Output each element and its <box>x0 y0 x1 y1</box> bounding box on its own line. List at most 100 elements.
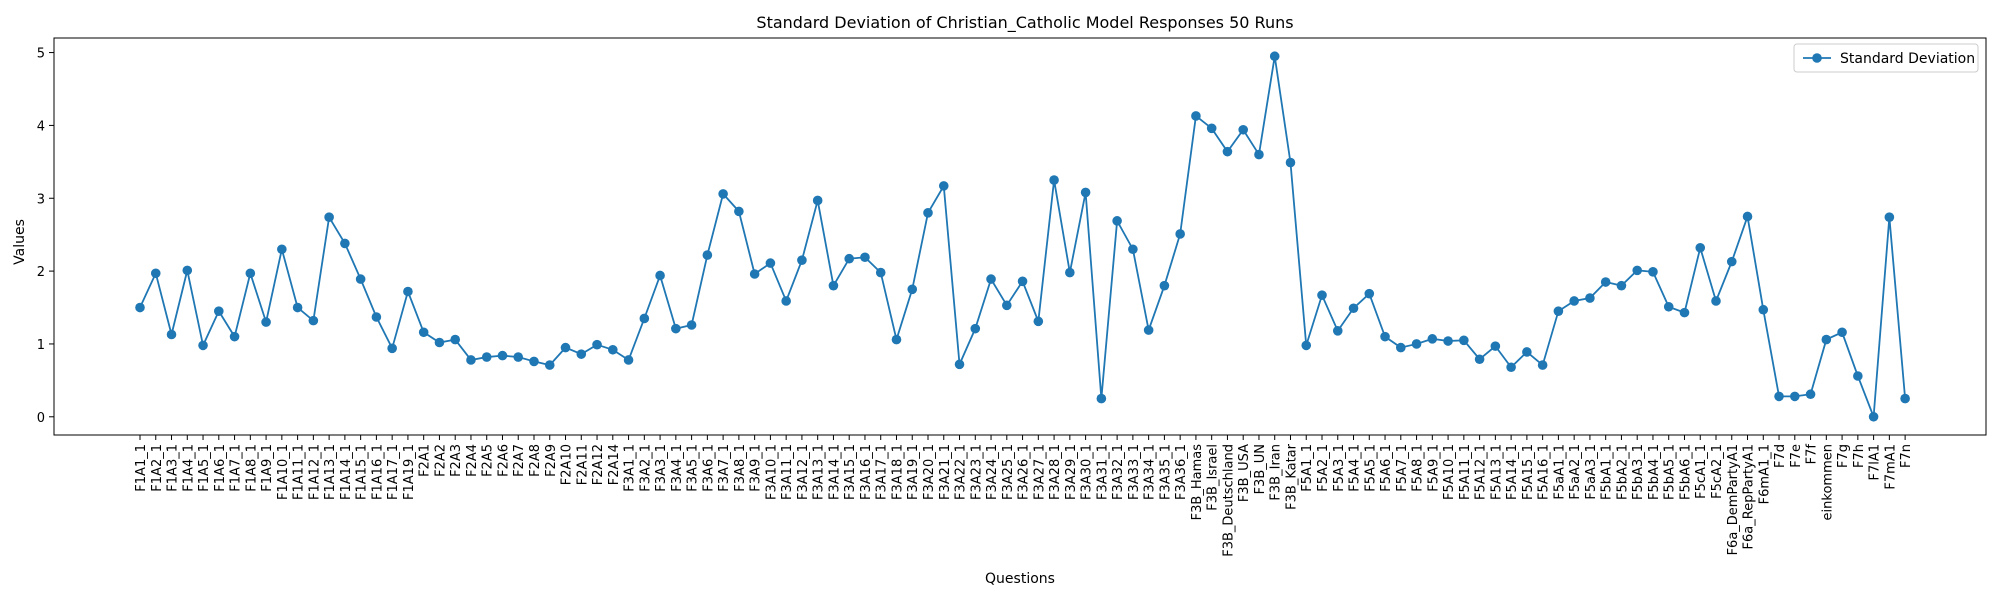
x-tick-label: F3A8_1 <box>733 444 748 492</box>
data-point <box>1459 335 1469 346</box>
x-tick-label: F6a_DemPartyA1 <box>1726 444 1741 555</box>
x-tick-label: F7e <box>1789 444 1804 468</box>
x-tick-label: F2A2 <box>433 444 448 477</box>
data-point <box>986 274 996 284</box>
data-point <box>245 268 256 279</box>
x-tick-label: F2A12 <box>591 444 606 485</box>
data-point <box>1522 347 1532 357</box>
x-tick-label: F7d <box>1773 444 1788 468</box>
x-tick-label: F2A6 <box>496 444 511 477</box>
x-axis: F1A1_1 F1A2_1 F1A3_1 F1A4_1 F1A5_1 F1A6_1 F1A7… <box>134 435 1914 557</box>
data-point <box>1537 360 1548 370</box>
x-axis-label: Questions <box>985 571 1055 587</box>
x-tick-label: F1A19_1 <box>402 444 417 500</box>
data-point <box>844 253 854 264</box>
data-point <box>1774 391 1784 402</box>
y-axis: 0 1 2 3 4 5 <box>37 47 54 426</box>
x-tick-label: F1A9_1 <box>260 444 275 492</box>
x-tick-label: F3B_Iran <box>1269 444 1284 501</box>
data-point <box>1868 411 1879 422</box>
legend-box <box>1793 43 1979 73</box>
data-point <box>1254 149 1264 160</box>
x-tick-label: F3A5_1 <box>686 444 701 492</box>
data-point <box>513 352 524 362</box>
data-point <box>466 355 476 365</box>
data-point <box>150 268 161 279</box>
data-point <box>655 270 665 281</box>
data-point <box>481 352 492 362</box>
x-tick-label: F1A15_1 <box>355 444 370 500</box>
series-line <box>139 56 1907 418</box>
y-tick-label: 2 <box>37 265 45 280</box>
data-point <box>1080 187 1091 198</box>
x-tick-label: F1A5_1 <box>197 444 212 492</box>
x-tick-label: F1A17_1 <box>386 444 401 500</box>
x-tick-label: F2A1 <box>418 444 433 477</box>
data-point <box>1017 276 1028 287</box>
x-tick-label: F3A35_1 <box>1158 444 1173 500</box>
x-tick-label: F5A5_1 <box>1363 444 1378 492</box>
data-point <box>1332 326 1343 336</box>
y-tick-label: 4 <box>37 119 45 134</box>
data-point <box>1301 340 1312 351</box>
x-tick-label: F5cA1_1 <box>1694 444 1709 499</box>
x-tick-label: F1A3_1 <box>166 444 181 492</box>
data-point <box>1742 211 1753 222</box>
x-tick-label: F3A20_1 <box>922 444 937 500</box>
x-tick-label: F5bA1_1 <box>1600 444 1615 500</box>
x-tick-label: F3A28_1 <box>1048 444 1063 500</box>
data-point <box>1695 242 1706 253</box>
y-tick-label: 0 <box>37 411 45 426</box>
x-tick-label: F2A14 <box>607 444 622 485</box>
data-point <box>1380 331 1390 342</box>
data-point <box>182 265 193 276</box>
x-tick-label: F3B_UN <box>1253 444 1268 494</box>
data-point <box>749 269 760 279</box>
data-point <box>1900 393 1910 404</box>
x-tick-label: F3A21_1 <box>938 444 953 500</box>
x-tick-label: F3A29_1 <box>1064 444 1079 500</box>
x-tick-label: F3A27_1 <box>1032 444 1047 500</box>
data-point <box>797 255 807 265</box>
x-tick-label: F3A25_1 <box>1001 444 1016 500</box>
data-point <box>592 339 602 350</box>
x-tick-label: F6mA1_1 <box>1757 444 1772 504</box>
data-point <box>686 320 697 330</box>
x-tick-label: F5A3_1 <box>1332 444 1347 492</box>
data-point <box>1884 212 1895 222</box>
x-tick-label: F2A8 <box>528 444 543 477</box>
data-point <box>1033 316 1044 327</box>
x-tick-label: F5A13_1 <box>1489 444 1504 500</box>
x-tick-label: F5aA3_1 <box>1584 444 1599 500</box>
data-point <box>418 327 429 338</box>
data-point <box>1679 307 1690 318</box>
x-tick-label: F1A4_1 <box>181 444 196 492</box>
data-point <box>340 238 350 249</box>
x-tick-label: F3A23_1 <box>969 444 984 500</box>
data-point <box>860 252 870 263</box>
x-tick-label: F3A15_1 <box>843 444 858 500</box>
data-point <box>1711 296 1721 306</box>
y-tick-label: 1 <box>37 338 45 353</box>
x-tick-label: F3A34_1 <box>1143 444 1158 500</box>
data-point <box>938 181 949 191</box>
data-point <box>671 323 681 334</box>
data-point <box>1411 339 1422 349</box>
x-tick-label: F1A1_1 <box>134 444 149 492</box>
x-tick-label: F5A9_1 <box>1426 444 1441 492</box>
data-point <box>923 208 933 218</box>
x-tick-label: F1A7_1 <box>229 444 244 492</box>
x-tick-label: F5aA1_1 <box>1552 444 1567 500</box>
data-point <box>308 315 319 326</box>
x-tick-label: F7lA1 <box>1868 444 1883 481</box>
legend-label: Standard Deviation <box>1840 51 1975 67</box>
x-tick-label: F2A10 <box>560 444 575 485</box>
x-tick-label: F2A5 <box>481 444 496 477</box>
x-tick-label: F3A33_1 <box>1127 444 1142 500</box>
data-point <box>765 258 776 268</box>
x-tick-label: F5A16_1 <box>1537 444 1552 500</box>
data-point <box>198 340 208 351</box>
y-axis-label: Values <box>12 219 28 265</box>
data-point <box>1269 51 1280 62</box>
legend: Standard Deviation <box>1793 43 1979 73</box>
